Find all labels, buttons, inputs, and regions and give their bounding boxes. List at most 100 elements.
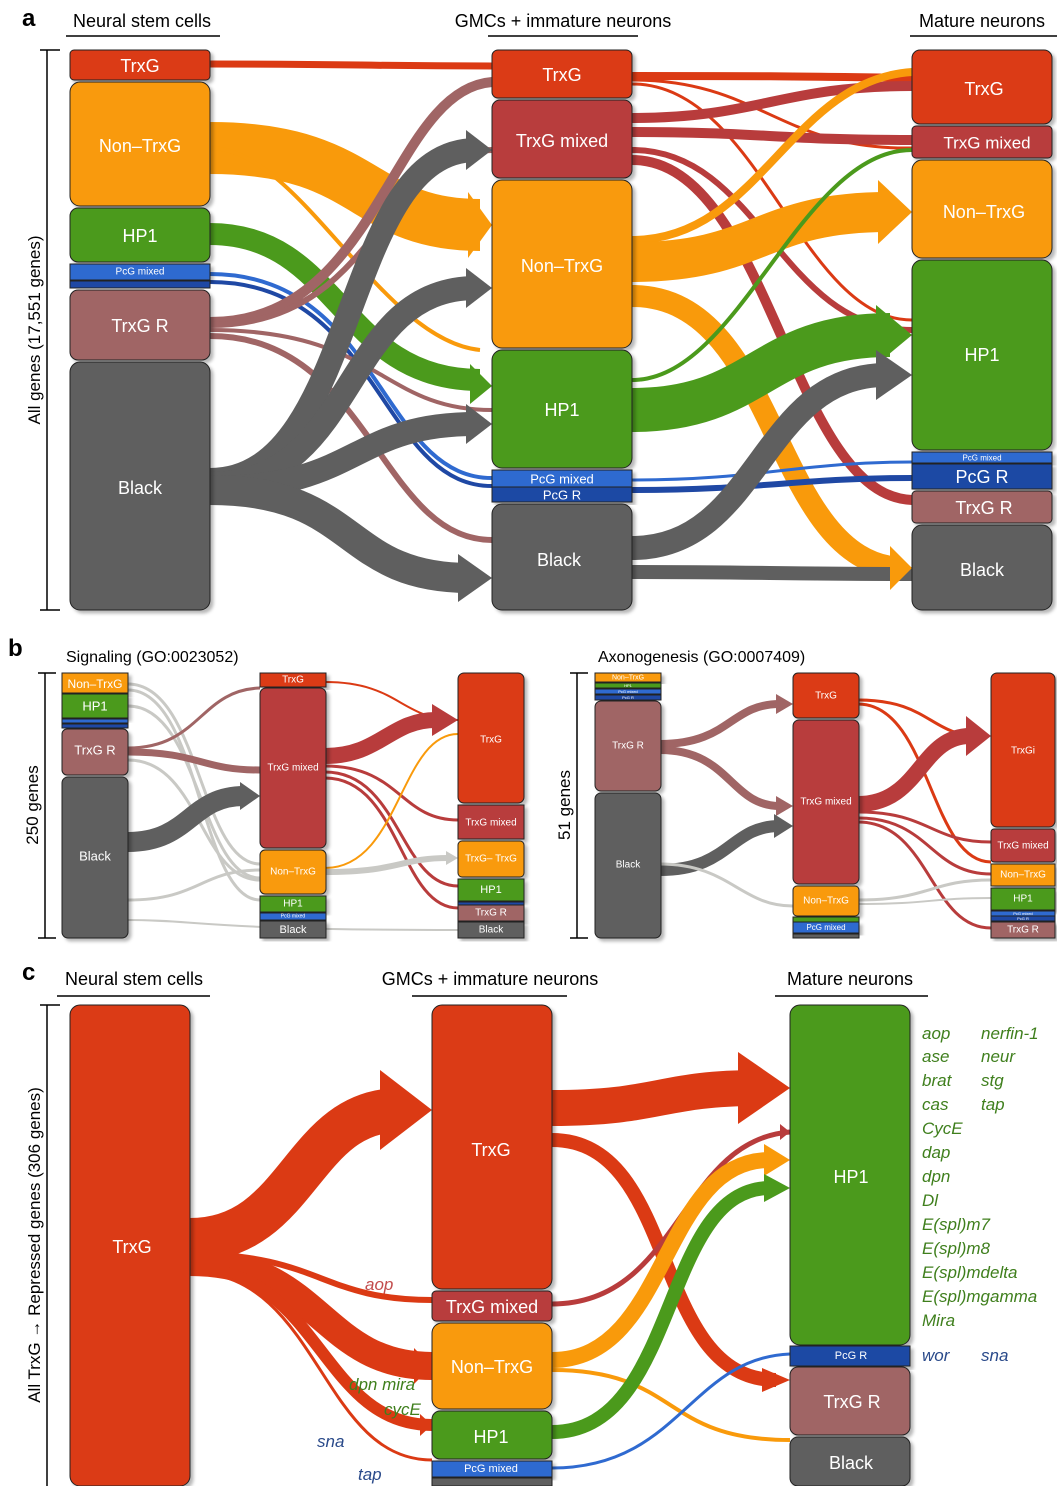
b-l-c3-hp1-label: HP1	[480, 884, 501, 896]
b-l-c2-nontrxg-label: Non–TrxG	[270, 867, 316, 878]
c-c3-hp1-box	[789, 1004, 911, 1346]
panel-c-stage-2: GMCs + immature neurons	[382, 969, 599, 989]
b-r-c1-black-label: Black	[616, 860, 641, 871]
c-c1-trxg-box	[69, 1004, 191, 1486]
a-c2-black-box	[491, 503, 633, 611]
a-c3-pcgmixed-label: PcG mixed	[962, 454, 1001, 463]
b-r-c3-trxg-label: TrxGi	[1011, 746, 1035, 757]
panel-b-left-col2: TrxG TrxG mixed Non–TrxG HP1 PcG mixed B…	[259, 672, 327, 939]
b-r-c2-trxgmixed-label: TrxG mixed	[800, 797, 851, 808]
c-c3-trxgr-box	[789, 1366, 911, 1436]
c-c2-trxg-box	[431, 1004, 553, 1290]
flow-a2-trxgmixed-trxgmixed	[631, 127, 913, 145]
a-c2-hp1-label: HP1	[544, 400, 579, 420]
panel-b-left-y-label: 250 genes	[23, 765, 42, 844]
panel-b-right-arrowheads	[774, 694, 991, 838]
b-r-c2-pcgmixed-label: PcG mixed	[806, 923, 845, 932]
panel-b-right-title: Axonogenesis (GO:0007409)	[598, 649, 805, 666]
c-c3-black-box	[789, 1436, 911, 1486]
a-c1-black-label: Black	[118, 478, 163, 498]
flow-a2-hp1-trxgmixed	[631, 148, 913, 382]
b-l-c2-pcgmixed-label: PcG mixed	[281, 914, 306, 920]
b-l-c3-trxgmixed-label: TrxG mixed	[465, 818, 516, 829]
b-l-c3-black-label: Black	[479, 925, 504, 936]
c-c3-pcgr-box	[789, 1345, 911, 1367]
c-c3-black-label: Black	[829, 1453, 874, 1473]
panel-c-stage-3: Mature neurons	[787, 969, 913, 989]
b-l-c2-hp1-label: HP1	[283, 899, 303, 910]
b-l-c1-black-label: Black	[79, 849, 111, 864]
b-l-c2-trxgmixed-label: TrxG mixed	[267, 763, 318, 774]
panel-b-right-col2: TrxG TrxG mixed Non–TrxG PcG mixed	[792, 672, 860, 939]
flow-a2-black-hp1	[631, 363, 887, 560]
a-c2-trxg-label: TrxG	[542, 65, 581, 85]
panel-c-letter: c	[22, 959, 35, 986]
panel-a-arrowheads	[458, 130, 912, 602]
a-c2-nontrxg-label: Non–TrxG	[521, 256, 603, 276]
panel-b-left-flows	[127, 681, 459, 931]
b-r-c3-pcgr-label: PcG R	[1017, 916, 1029, 921]
c-c2-pcgmixed-box	[431, 1460, 553, 1478]
hp1-gene: tap	[981, 1095, 1005, 1114]
panel-b-left-arrowheads	[240, 704, 458, 865]
pcgr-gene: sna	[981, 1346, 1008, 1365]
panel-c-arrowheads	[380, 1052, 790, 1436]
panel-b-right-flows	[659, 698, 992, 930]
c-flow-label-aop: aop	[365, 1275, 393, 1294]
panel-a-col2: TrxG TrxG mixed Non–TrxG HP1 PcG mixed P…	[491, 49, 633, 611]
b-r-c1-nontrxg-label: Non–TrxG	[612, 675, 644, 682]
c-c2-trxgmixed-label: TrxG mixed	[446, 1297, 538, 1317]
panel-a-y-bracket	[40, 49, 60, 611]
panel-b-left-col1: Non–TrxG HP1 TrxG R Black	[61, 672, 129, 939]
a-c2-nontrxg-box	[491, 179, 633, 349]
a-c3-pcgr-box	[911, 463, 1053, 490]
flow-a-trxg-trxg	[209, 60, 493, 70]
panel-b-right-col1: Non–TrxG HP1 PcG mixed PcG R TrxG R Blac…	[594, 672, 662, 939]
c-c2-nontrxg-box	[431, 1322, 553, 1410]
c-c2-trxgmixed-box	[431, 1290, 553, 1322]
a-c1-nontrxg-label: Non–TrxG	[99, 136, 181, 156]
a-c1-trxg-box	[69, 49, 211, 81]
a-c3-trxgmixed-box	[911, 125, 1053, 159]
a-c3-nontrxg-label: Non–TrxG	[943, 202, 1025, 222]
hp1-gene: E(spl)mdelta	[922, 1263, 1017, 1282]
a-c3-pcgmixed-box	[911, 451, 1053, 464]
panel-a-col1: TrxG Non–TrxG HP1 PcG mixed TrxG R Black	[69, 49, 211, 611]
b-r-c2-trxg-label: TrxG	[815, 691, 837, 702]
a-c3-trxgmixed-label: TrxG mixed	[943, 134, 1030, 153]
a-c1-black-box	[69, 361, 211, 611]
b-l-c3-trxg-label: TrxG	[480, 735, 502, 746]
panel-c-y-bracket	[40, 1004, 60, 1486]
panel-a-stage-1: Neural stem cells	[73, 11, 211, 31]
panel-c: c Neural stem cells GMCs + immature neur…	[22, 959, 1039, 1486]
a-c1-pcgr-box	[69, 280, 211, 289]
hp1-gene: nerfin-1	[981, 1024, 1039, 1043]
flow-a2-trxg-hp1	[631, 82, 913, 322]
panel-c-col3: HP1 PcG R TrxG R Black	[789, 1004, 911, 1486]
panel-c-flows	[188, 1070, 791, 1470]
hp1-gene: brat	[922, 1071, 953, 1090]
flow-a2-black-black	[631, 565, 913, 581]
panel-c-stage-1: Neural stem cells	[65, 969, 203, 989]
c-c2-nontrxg-label: Non–TrxG	[451, 1357, 533, 1377]
b-r-c1-hp1-label: HP1	[624, 683, 633, 688]
b-r-c3-nontrxg-label: Non–TrxG	[1000, 870, 1046, 881]
hp1-gene: E(spl)m8	[922, 1239, 991, 1258]
a-c1-trxgr-label: TrxG R	[111, 316, 168, 336]
hp1-gene: dpn	[922, 1167, 950, 1186]
flow-a-trxgr-trxg	[209, 77, 493, 327]
a-c3-trxg-box	[911, 49, 1053, 125]
panel-a-stage-3: Mature neurons	[919, 11, 1045, 31]
a-c3-trxgr-box	[911, 490, 1053, 524]
panel-b-right-col3: TrxGi TrxG mixed Non–TrxG HP1 PcG mixed …	[990, 672, 1056, 939]
pcgr-gene: wor	[922, 1346, 951, 1365]
panel-a-flows	[209, 60, 913, 593]
panel-a-y-label: All genes (17,551 genes)	[25, 235, 44, 424]
panel-b-left-title: Signaling (GO:0023052)	[66, 649, 239, 666]
a-c3-trxg-label: TrxG	[964, 79, 1003, 99]
b-r-c1-pcgr-label: PcG R	[622, 695, 634, 700]
b-r-c2-nontrxg-label: Non–TrxG	[803, 896, 849, 907]
b-l-c1-trxgr-label: TrxG R	[74, 743, 115, 758]
flow-a2-nontrxg-trxg	[631, 68, 913, 244]
